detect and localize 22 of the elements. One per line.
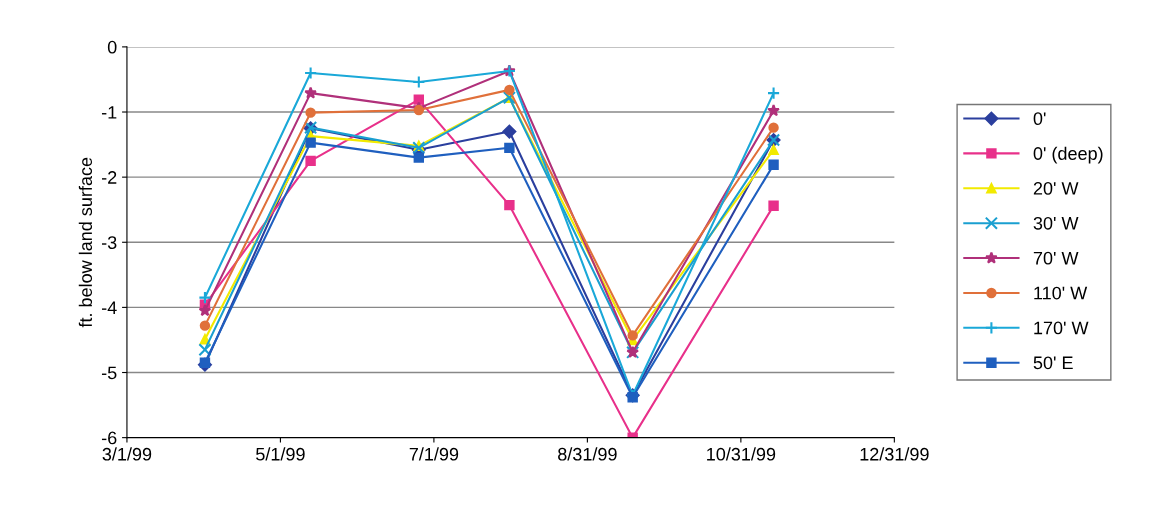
x-tick-label: 7/1/99: [409, 447, 459, 461]
y-tick-label: 0: [107, 40, 117, 54]
x-tick-label: 12/31/99: [860, 447, 929, 461]
x-tick-label: 5/1/99: [256, 447, 305, 461]
y-tick-label: -4: [101, 301, 117, 314]
legend-label: 0' (deep): [1033, 146, 1103, 164]
legend-label: 170' W: [1034, 321, 1089, 335]
y-tick-label: -3: [101, 236, 117, 249]
y-tick-label: -1: [101, 106, 117, 119]
y-axis-title: ft. below land surface: [78, 157, 93, 328]
x-tick-label: 8/31/99: [558, 447, 617, 461]
x-tick-label: 3/1/99: [102, 447, 152, 461]
legend-label: 20' W: [1033, 182, 1079, 195]
legend-label: 0': [1033, 112, 1046, 126]
y-tick-label: -2: [101, 171, 117, 184]
legend-label: 50' E: [1033, 356, 1073, 370]
y-tick-label: -6: [101, 431, 117, 445]
x-tick-label: 10/31/99: [707, 447, 776, 461]
legend-label: 30' W: [1033, 216, 1079, 230]
legend-label: 70' W: [1033, 251, 1079, 265]
legend-label: 110' W: [1034, 286, 1088, 300]
y-tick-label: -5: [101, 366, 117, 380]
